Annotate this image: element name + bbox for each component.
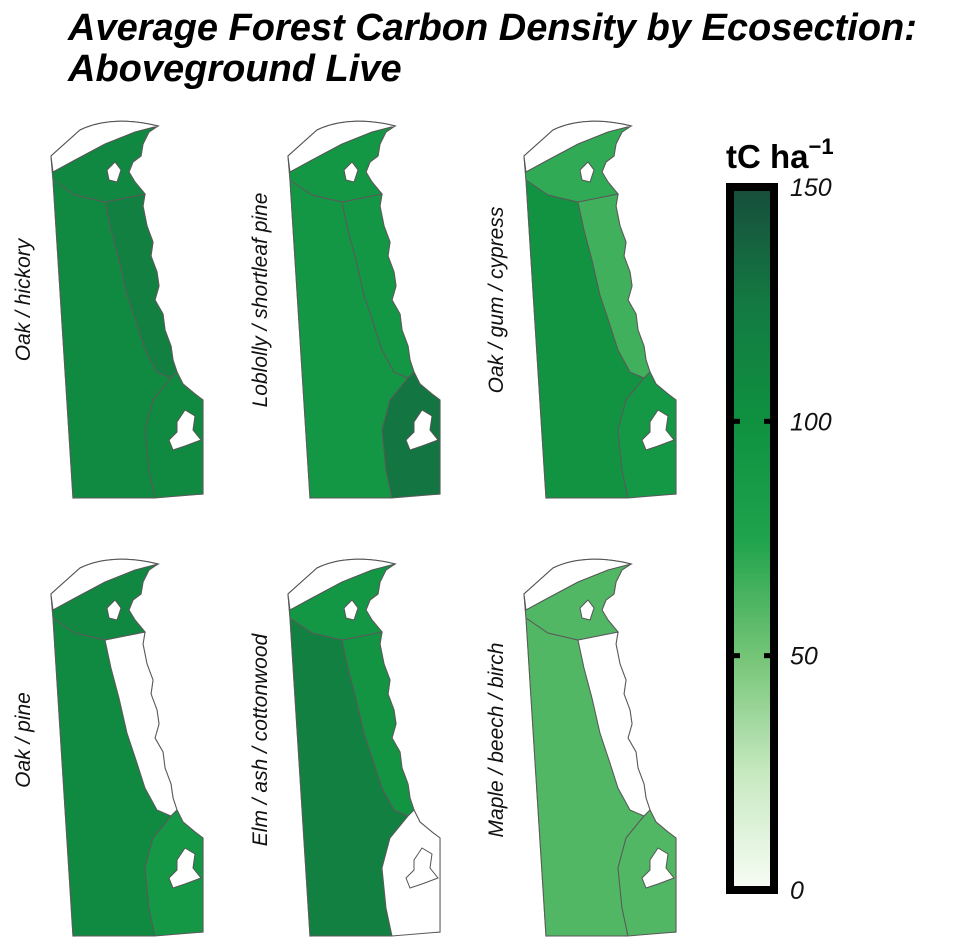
no-data-region [523,120,633,173]
water-inlet [405,847,439,889]
map-panel [287,120,441,499]
colorbar-tick-label: 100 [790,408,832,436]
colorbar: 0 50 100 150 tC ha−1 [726,134,834,905]
water-inlet [168,409,202,451]
water-inlet [343,161,359,183]
colorbar-bar [726,183,778,894]
map-panel [523,558,677,937]
water-inlet [579,599,595,621]
water-inlet [579,161,595,183]
no-data-region [287,120,397,173]
no-data-region [287,558,397,611]
colorbar-ticks: 0 50 100 150 [730,174,832,905]
colorbar-unit-label: tC ha−1 [726,134,834,175]
map-title-line2: Aboveground Live [68,48,402,90]
water-inlet [641,409,675,451]
map-panel [50,120,204,499]
panel-label: Oak / hickory [12,237,35,361]
colorbar-tick-label: 50 [790,643,818,671]
no-data-region [50,558,160,611]
colorbar-unit-text: tC ha [726,138,809,175]
panel-label: Oak / gum / cypress [485,206,508,393]
water-inlet [641,847,675,889]
water-inlet [106,161,122,183]
panel-label: Oak / pine [12,692,35,788]
panel-label: Loblolly / shortleaf pine [249,193,272,408]
map-title: Average Forest Carbon Density by Ecosect… [68,8,968,90]
map-panels: Oak / hickory Loblolly / shortleaf pine Oa… [12,120,677,937]
water-inlet [168,847,202,889]
water-inlet [405,409,439,451]
no-data-region [50,120,160,173]
ecosection-piedmont [577,631,651,817]
water-inlet [343,599,359,621]
ecosection-piedmont [104,193,178,379]
colorbar-unit-exponent: −1 [809,134,834,159]
ecosection-piedmont [104,631,178,817]
ecosection-piedmont [341,193,415,379]
ecosection-piedmont [577,193,651,379]
map-panel [523,120,677,499]
no-data-region [523,558,633,611]
panel-label: Elm / ash / cottonwood [249,632,272,846]
ecosection-piedmont [341,631,415,817]
water-inlet [106,599,122,621]
colorbar-tick-label: 150 [790,174,832,202]
map-title-line1: Average Forest Carbon Density by Ecosect… [68,7,917,49]
panel-label: Maple / beech / birch [485,643,508,838]
map-panel [50,558,204,937]
colorbar-tick-label: 0 [790,877,804,905]
map-panel [287,558,441,937]
